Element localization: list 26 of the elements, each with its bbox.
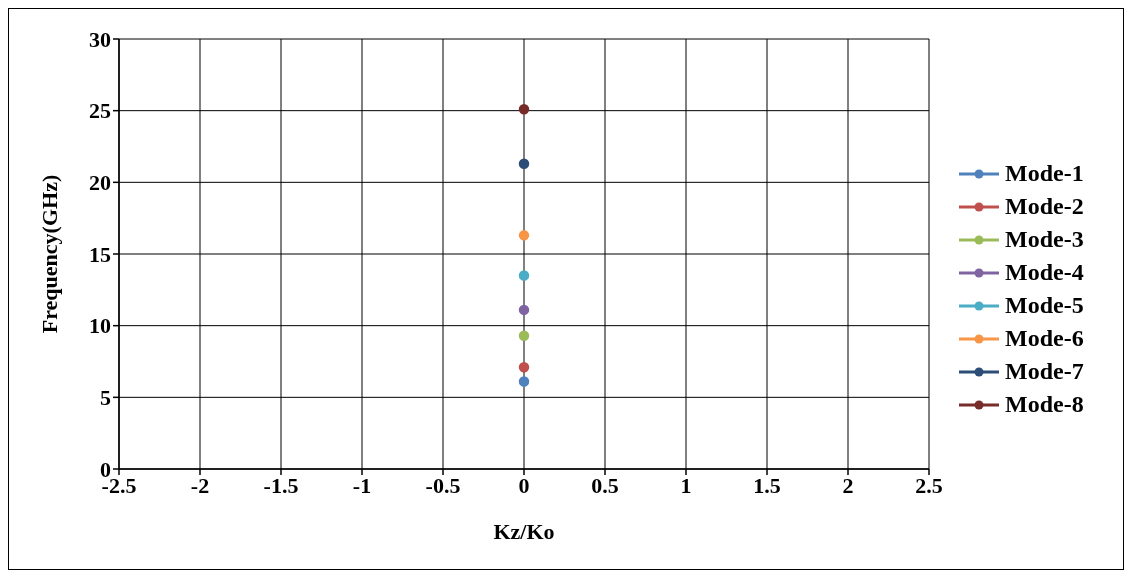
y-tick-label: 30	[89, 26, 111, 52]
legend-label: Mode-8	[1005, 391, 1084, 418]
y-tick-label: 10	[89, 313, 111, 339]
legend-label: Mode-2	[1005, 193, 1084, 220]
x-tick-label: -2	[190, 472, 210, 498]
legend-label: Mode-6	[1005, 325, 1084, 352]
legend-label: Mode-5	[1005, 292, 1084, 319]
y-axis-title: Frequency(GHz)	[36, 174, 62, 334]
legend-label: Mode-7	[1005, 358, 1084, 385]
legend-label: Mode-3	[1005, 226, 1084, 253]
x-axis-title: Kz/Ko	[493, 519, 555, 544]
y-tick-label: 5	[100, 385, 111, 411]
x-tick-label: 1.5	[753, 472, 781, 498]
x-tick-label: 2.5	[915, 472, 943, 498]
y-tick-label: 15	[89, 241, 111, 267]
x-tick-label: 0.5	[591, 472, 619, 498]
x-tick-label: -0.5	[425, 472, 461, 498]
x-tick-label: -1.5	[263, 472, 299, 498]
x-tick-label: 2	[842, 472, 854, 498]
x-tick-label: -1	[352, 472, 372, 498]
legend-label: Mode-4	[1005, 259, 1084, 286]
legend-label: Mode-1	[1005, 160, 1084, 187]
y-tick-label: 20	[89, 170, 111, 196]
x-tick-label: 0	[518, 472, 530, 498]
y-tick-label: 25	[89, 98, 111, 124]
x-tick-label: 1	[680, 472, 692, 498]
